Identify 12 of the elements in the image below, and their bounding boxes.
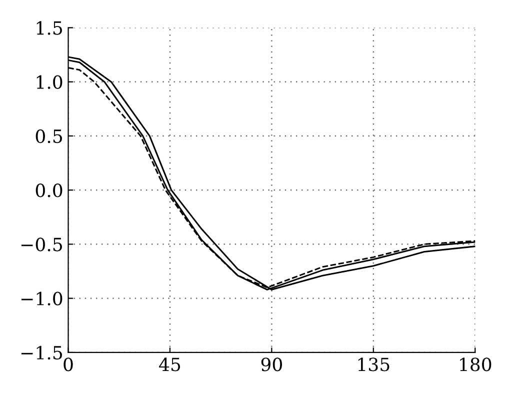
x-tick-label: 180 [460,358,492,372]
y-tick-label: 1.5 [36,21,62,35]
y-tick-label: 1.0 [36,75,62,89]
y-tick-label: −1.0 [21,292,62,306]
x-tick-label: 0 [64,358,73,372]
x-tick-label: 90 [261,358,282,372]
x-tick-label: 45 [159,358,180,372]
y-tick-label: 0.0 [36,184,62,198]
y-tick-label: −1.5 [21,346,62,360]
x-tick-label: 135 [358,358,390,372]
y-tick-label: 0.5 [36,129,62,144]
y-tick-label: −0.5 [21,238,62,252]
